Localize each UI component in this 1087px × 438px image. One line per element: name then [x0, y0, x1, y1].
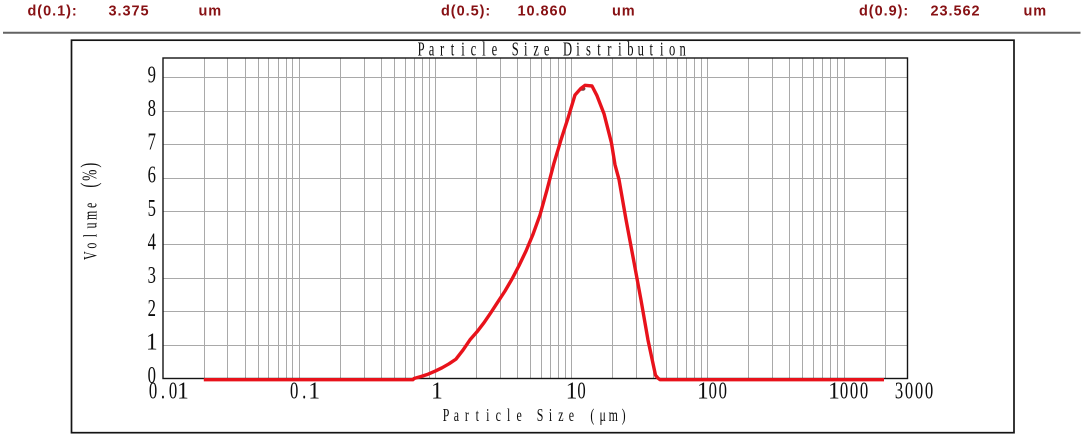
- svg-text:l: l: [482, 37, 486, 60]
- svg-text:.: .: [161, 376, 165, 404]
- svg-text:9: 9: [148, 60, 156, 88]
- svg-text:c: c: [496, 407, 502, 426]
- svg-text:i: i: [461, 37, 465, 60]
- svg-text:1: 1: [566, 378, 578, 405]
- svg-text:7: 7: [148, 127, 156, 155]
- svg-text:0: 0: [290, 376, 298, 404]
- svg-text:a: a: [454, 407, 460, 426]
- svg-text:e: e: [516, 407, 522, 426]
- svg-text:r: r: [465, 407, 469, 426]
- svg-text:P: P: [418, 37, 425, 60]
- svg-text:%: %: [77, 169, 101, 180]
- svg-text:um: um: [612, 4, 636, 20]
- svg-text:4: 4: [148, 227, 157, 255]
- svg-text:2: 2: [148, 294, 156, 322]
- svg-text:e: e: [81, 203, 101, 208]
- svg-text:m: m: [81, 211, 101, 220]
- svg-text:l: l: [507, 407, 510, 426]
- svg-text:0: 0: [860, 376, 868, 404]
- svg-text:(: (: [77, 183, 102, 188]
- svg-text:o: o: [669, 37, 675, 60]
- svg-text:V: V: [81, 251, 101, 260]
- svg-text:i: i: [524, 37, 528, 60]
- svg-text:d(0.1):: d(0.1):: [28, 4, 78, 20]
- svg-text:o: o: [81, 242, 101, 248]
- svg-text:s: s: [586, 37, 591, 60]
- svg-text:0: 0: [709, 376, 717, 404]
- svg-text:S: S: [512, 37, 519, 60]
- svg-text:r: r: [607, 37, 611, 60]
- svg-text:e: e: [492, 37, 498, 60]
- svg-text:0: 0: [915, 376, 923, 404]
- svg-text:t: t: [451, 37, 455, 60]
- svg-text:t: t: [597, 37, 601, 60]
- svg-text:1: 1: [177, 378, 189, 405]
- svg-text:t: t: [476, 407, 480, 426]
- svg-text:1: 1: [828, 378, 840, 405]
- svg-text:3: 3: [895, 376, 903, 404]
- svg-text:u: u: [638, 37, 645, 60]
- svg-text:(: (: [590, 407, 594, 426]
- svg-text:e: e: [544, 37, 550, 60]
- svg-text:S: S: [537, 407, 544, 426]
- svg-text:3: 3: [148, 261, 156, 289]
- svg-text:0: 0: [840, 376, 848, 404]
- svg-text:0: 0: [577, 376, 585, 404]
- svg-text:n: n: [679, 37, 686, 60]
- svg-text:0: 0: [925, 376, 933, 404]
- svg-text:a: a: [429, 37, 435, 60]
- svg-text:r: r: [440, 37, 444, 60]
- svg-text:8: 8: [148, 94, 156, 122]
- svg-text:μ: μ: [600, 407, 606, 426]
- svg-text:l: l: [81, 233, 101, 237]
- svg-text:0: 0: [149, 376, 157, 404]
- svg-text:i: i: [486, 407, 489, 426]
- svg-text:1: 1: [146, 329, 158, 356]
- svg-text:3.375: 3.375: [109, 4, 150, 20]
- svg-text:d(0.5):: d(0.5):: [441, 4, 491, 20]
- svg-text:d(0.9):: d(0.9):: [859, 4, 909, 20]
- svg-text:1: 1: [308, 378, 320, 405]
- svg-text:D: D: [563, 37, 572, 60]
- svg-text:um: um: [199, 4, 223, 20]
- svg-text:b: b: [627, 37, 633, 60]
- svg-text:5: 5: [148, 194, 156, 222]
- svg-text:6: 6: [148, 160, 156, 188]
- svg-text:i: i: [618, 37, 622, 60]
- svg-text:): ): [77, 163, 102, 168]
- svg-text:z: z: [533, 37, 539, 60]
- svg-text:c: c: [471, 37, 477, 60]
- svg-text:u: u: [81, 222, 101, 228]
- svg-text:.: .: [302, 376, 306, 404]
- svg-text:23.562: 23.562: [931, 4, 981, 20]
- svg-text:0: 0: [169, 376, 177, 404]
- svg-text:um: um: [1024, 4, 1048, 20]
- svg-text:0: 0: [850, 376, 858, 404]
- svg-text:z: z: [558, 407, 564, 426]
- svg-text:i: i: [549, 407, 552, 426]
- svg-text:m: m: [609, 407, 619, 426]
- svg-text:1: 1: [431, 378, 443, 405]
- svg-text:0: 0: [905, 376, 913, 404]
- svg-text:e: e: [569, 407, 575, 426]
- svg-text:): ): [622, 407, 626, 426]
- svg-text:0: 0: [719, 376, 727, 404]
- svg-text:0: 0: [148, 361, 156, 389]
- svg-text:P: P: [443, 407, 450, 426]
- svg-text:1: 1: [697, 378, 709, 405]
- svg-text:i: i: [660, 37, 664, 60]
- svg-text:i: i: [576, 37, 580, 60]
- svg-text:t: t: [650, 37, 654, 60]
- svg-text:10.860: 10.860: [518, 4, 568, 20]
